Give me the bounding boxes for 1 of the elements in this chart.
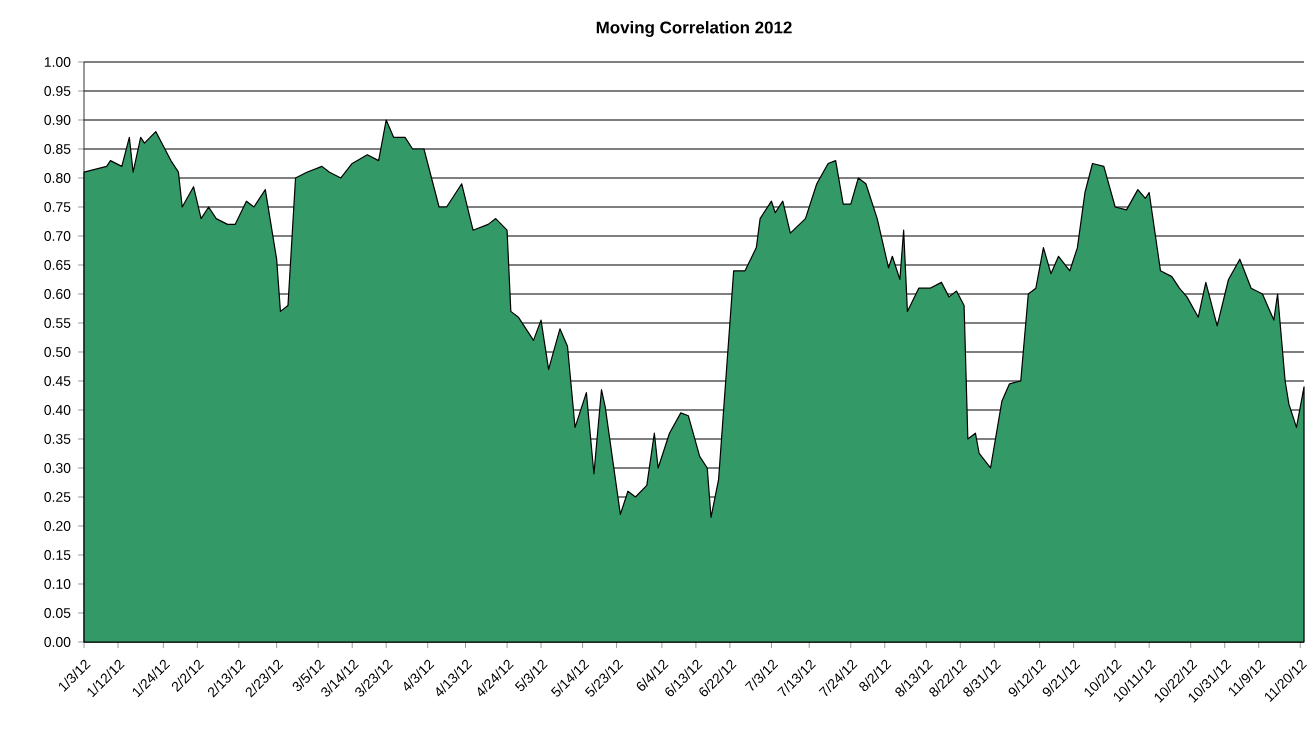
chart-title: Moving Correlation 2012 xyxy=(596,21,792,37)
